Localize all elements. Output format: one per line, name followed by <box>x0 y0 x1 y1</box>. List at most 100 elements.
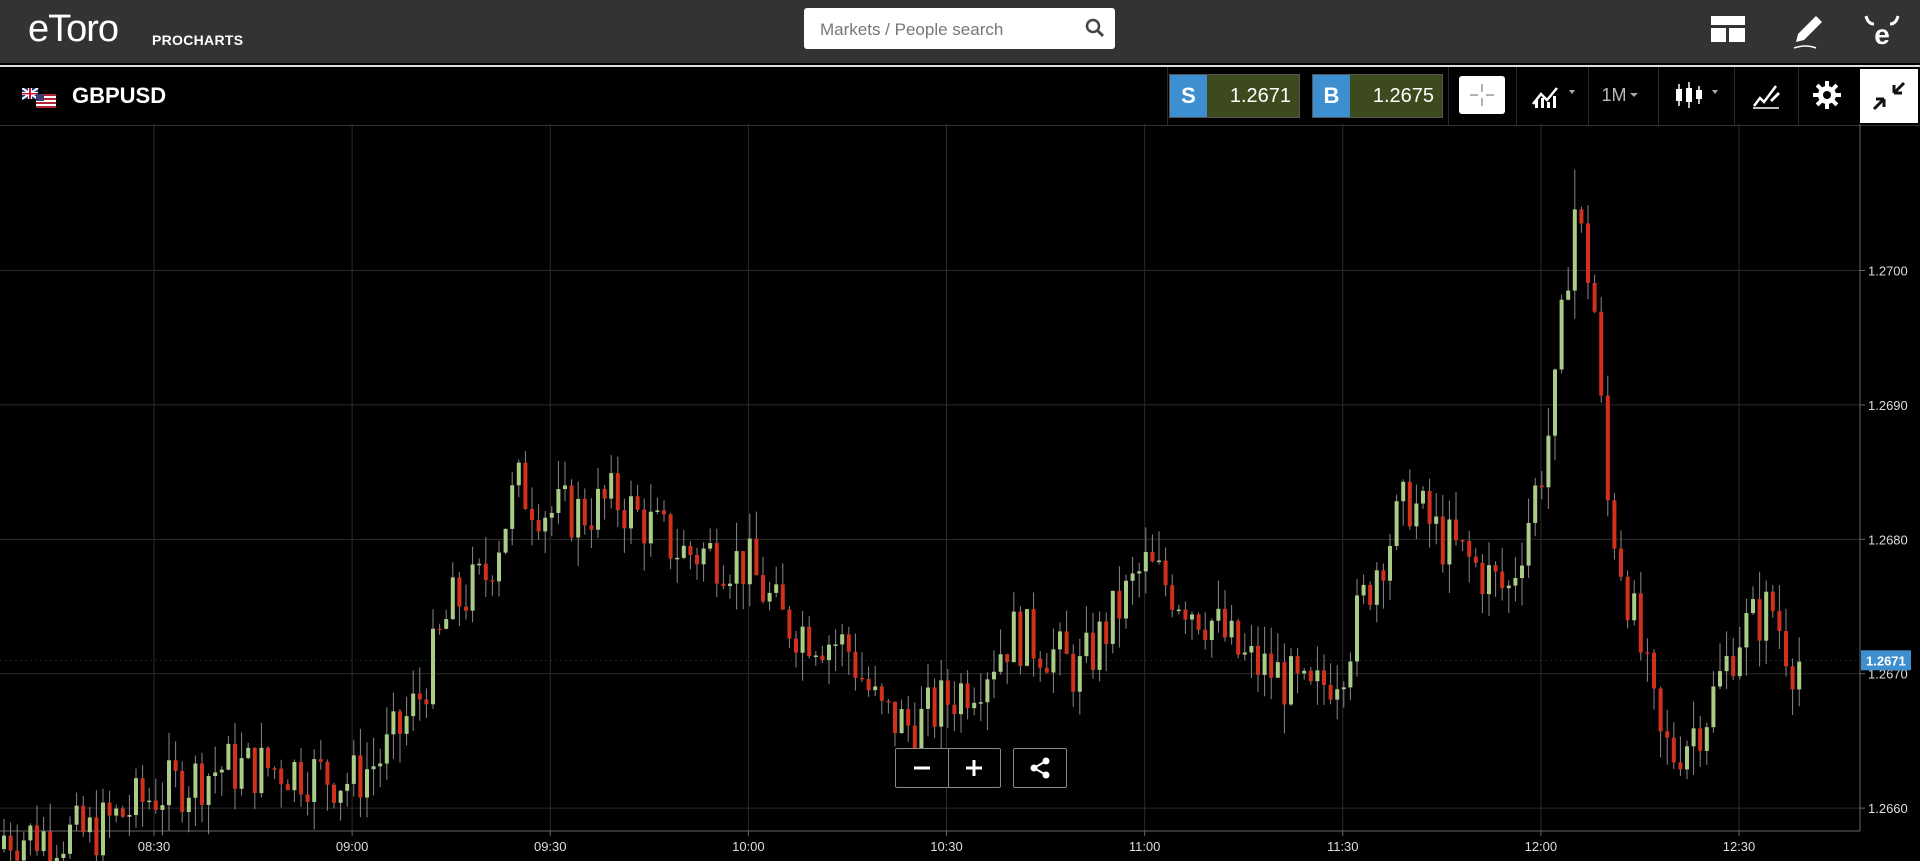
candle-body <box>1414 503 1419 527</box>
candle-body <box>259 747 264 794</box>
candle-body <box>312 759 317 802</box>
candle-body <box>1064 631 1069 654</box>
price-chart[interactable]: 1.2660 1.2670 1.2680 1.2690 1.2700 08:30 09:00… <box>0 124 1920 861</box>
candle-body <box>1084 632 1089 657</box>
candle-body <box>28 825 33 841</box>
candle-body <box>833 644 838 646</box>
candle-body <box>87 817 92 833</box>
candle-body <box>1249 645 1254 653</box>
instrument-symbol[interactable]: GBPUSD <box>72 83 167 108</box>
candle-body <box>1704 727 1709 751</box>
candle-body <box>1097 621 1102 670</box>
candle-body <box>642 509 647 544</box>
candle-body <box>530 508 534 521</box>
candle-body <box>985 679 990 703</box>
candle-body <box>662 510 666 515</box>
candle-body <box>523 462 528 509</box>
candle-body <box>1770 591 1775 612</box>
crosshair-button[interactable] <box>1459 76 1505 114</box>
candle-body <box>1520 565 1524 579</box>
toolbar-divider <box>1734 67 1735 125</box>
candle-body <box>1586 223 1590 283</box>
candle-body <box>252 747 257 794</box>
candle-body <box>1071 653 1076 692</box>
search-input[interactable] <box>818 18 1072 42</box>
search-box[interactable] <box>804 8 1115 49</box>
x-tick-label: 09:30 <box>534 839 567 854</box>
candle-body <box>1421 490 1425 504</box>
zoom-out-button[interactable] <box>896 749 949 787</box>
drawing-tools-button[interactable] <box>1744 75 1788 115</box>
candle-body <box>1282 662 1287 705</box>
candle-body <box>1302 670 1307 674</box>
candle-body <box>860 677 864 680</box>
buy-button[interactable]: B 1.2675 <box>1312 74 1443 118</box>
candle-body <box>21 840 26 861</box>
pencil-icon[interactable] <box>1786 8 1830 52</box>
candle-body <box>879 686 884 701</box>
candle-body <box>919 708 924 756</box>
candle-body <box>1110 590 1115 644</box>
candle-body <box>219 769 224 773</box>
candle-body <box>1361 584 1366 596</box>
candle-body <box>774 584 779 593</box>
candle-body <box>1467 540 1472 557</box>
candle-body <box>787 609 792 639</box>
toolbar-divider <box>1798 67 1799 125</box>
y-tick-label: 1.2680 <box>1868 532 1908 547</box>
candle-body <box>609 473 614 499</box>
candle-body <box>1025 609 1029 666</box>
candle-body <box>1143 552 1148 572</box>
candle-body <box>41 831 46 852</box>
chart-type-dropdown[interactable] <box>1670 75 1724 115</box>
candle-body <box>1572 209 1577 291</box>
candle-body <box>1434 516 1439 524</box>
candle-body <box>1685 746 1689 770</box>
candle-body <box>490 580 495 582</box>
candle-body <box>417 693 422 700</box>
candle-body <box>1044 667 1049 673</box>
candle-body <box>1005 654 1010 663</box>
etoro-logo[interactable]: eToro <box>28 8 119 50</box>
zoom-in-button[interactable] <box>949 749 1001 787</box>
candle-body <box>1236 620 1241 655</box>
candle-body <box>470 564 475 611</box>
candle-body <box>384 734 389 764</box>
x-tick-label: 12:00 <box>1525 839 1558 854</box>
candle-body <box>1718 671 1722 687</box>
settings-button[interactable] <box>1806 75 1848 115</box>
chart-toolbar: GBPUSD S 1.2671 B 1.2675 1M <box>0 65 1920 126</box>
candle-body <box>1223 608 1227 638</box>
candle-body <box>1341 687 1346 690</box>
last-price-label: 1.2671 <box>1866 653 1906 668</box>
candle-body <box>655 510 660 512</box>
timeframe-dropdown[interactable]: 1M <box>1596 75 1646 115</box>
candle-body <box>120 808 125 817</box>
candle-body <box>1678 762 1683 770</box>
candle-body <box>945 680 950 705</box>
share-button[interactable] <box>1013 748 1067 788</box>
candle-body <box>1698 728 1703 751</box>
search-icon[interactable] <box>1085 18 1105 43</box>
gear-icon <box>1813 81 1841 109</box>
candle-body <box>1295 656 1300 674</box>
candle-body <box>1077 656 1082 692</box>
candle-body <box>1658 688 1663 732</box>
candle-body <box>140 778 145 802</box>
candle-body <box>820 655 825 661</box>
etoro-bull-icon[interactable]: e <box>1860 8 1904 52</box>
candle-body <box>688 545 693 556</box>
sell-button[interactable]: S 1.2671 <box>1169 74 1300 118</box>
candle-body <box>1454 519 1458 541</box>
candle-body <box>1150 552 1155 562</box>
candle-body <box>338 790 343 803</box>
collapse-button[interactable] <box>1860 69 1918 123</box>
indicators-button[interactable] <box>1526 75 1582 115</box>
x-tick-label: 12:30 <box>1723 839 1756 854</box>
candle-body <box>1130 573 1135 581</box>
candle-body <box>992 671 996 680</box>
candle-body <box>1242 652 1247 655</box>
layout-icon[interactable] <box>1706 8 1750 52</box>
candle-body <box>1348 661 1353 688</box>
candle-body <box>272 768 277 770</box>
